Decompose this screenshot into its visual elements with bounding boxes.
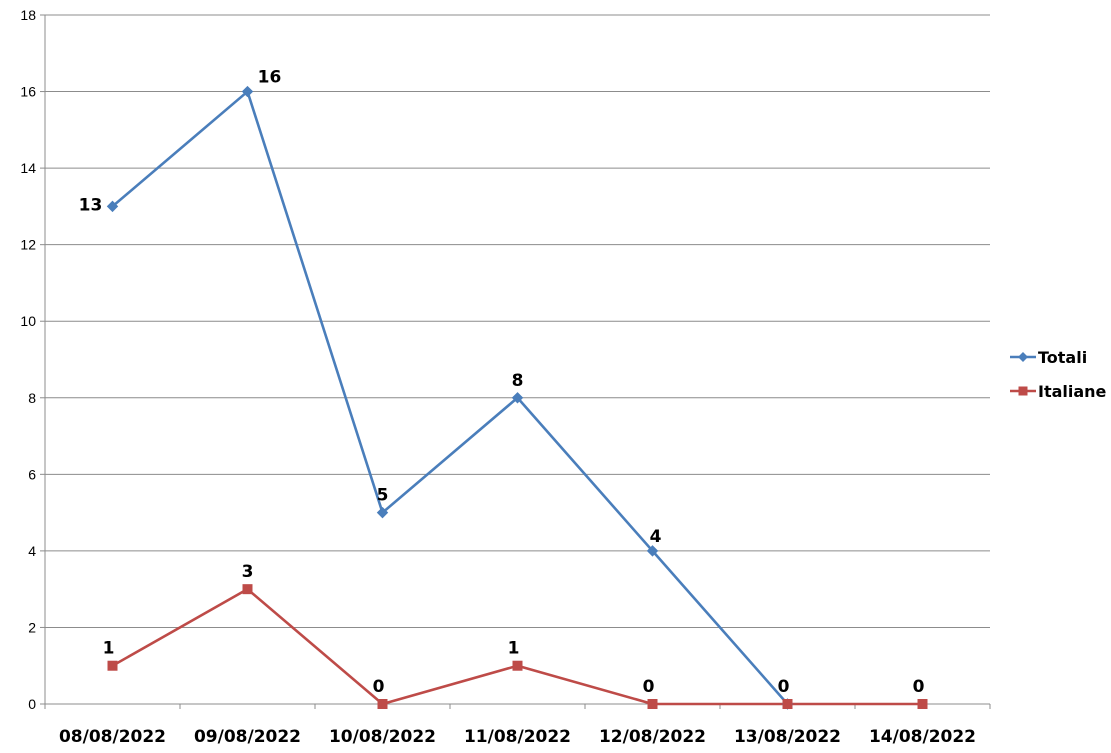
data-point-totali	[511, 392, 524, 404]
data-label-italiane: 0	[913, 677, 925, 697]
x-tick-label: 09/08/2022	[194, 727, 301, 747]
x-tick-label: 12/08/2022	[599, 727, 706, 747]
y-tick-label: 10	[20, 313, 36, 329]
x-tick-labels: 08/08/2022 09/08/2022 10/08/2022 11/08/2022…	[59, 727, 976, 747]
legend-marker-totali	[1018, 352, 1028, 362]
y-tick-labels: 0 2 4 6 8 10 12 14 16 18	[20, 7, 36, 712]
x-tick-label: 13/08/2022	[734, 727, 841, 747]
data-point-italiane	[917, 699, 928, 709]
data-point-totali	[241, 85, 254, 98]
data-label-totali: 5	[377, 486, 389, 506]
data-point-totali	[646, 545, 659, 557]
data-point-italiane	[107, 660, 118, 671]
y-tick-label: 12	[20, 237, 36, 253]
legend-label-totali: Totali	[1038, 348, 1087, 367]
grid-lines	[45, 14, 990, 628]
data-label-italiane: 0	[373, 677, 385, 697]
data-label-italiane: 1	[103, 639, 115, 659]
y-tick-label: 8	[28, 390, 36, 406]
data-point-totali	[106, 200, 119, 213]
data-label-totali: 8	[512, 371, 524, 391]
y-tick-label: 14	[20, 160, 36, 176]
series-markers	[106, 85, 928, 710]
data-label-totali: 16	[258, 68, 282, 88]
x-tick-label: 10/08/2022	[329, 727, 436, 747]
data-label-totali: 4	[650, 527, 662, 547]
legend-label-italiane: Italiane	[1038, 382, 1107, 401]
legend: Totali Italiane	[1010, 348, 1107, 401]
data-point-totali	[376, 506, 389, 519]
data-point-italiane	[782, 699, 793, 709]
y-tick-label: 4	[28, 543, 36, 559]
x-tick-label: 14/08/2022	[869, 727, 976, 747]
series-line-totali	[111, 90, 789, 705]
y-tick-label: 16	[20, 84, 36, 100]
x-tick-label: 08/08/2022	[59, 727, 166, 747]
y-tick-label: 6	[28, 466, 36, 482]
data-point-italiane	[242, 584, 253, 595]
data-point-italiane	[512, 660, 523, 671]
data-label-italiane: 0	[643, 677, 655, 697]
data-label-totali: 13	[79, 195, 103, 215]
data-label-italiane: 3	[242, 562, 254, 582]
legend-marker-italiane	[1018, 386, 1028, 396]
y-tick-label: 0	[28, 696, 36, 712]
data-label-italiane: 1	[508, 639, 520, 659]
y-tick-label: 2	[28, 619, 36, 635]
y-tick-label: 18	[20, 7, 36, 23]
data-point-italiane	[377, 699, 388, 709]
data-label-italiane: 0	[778, 677, 790, 697]
x-tick-label: 11/08/2022	[464, 727, 571, 747]
data-point-italiane	[647, 699, 658, 709]
axes	[40, 14, 991, 709]
